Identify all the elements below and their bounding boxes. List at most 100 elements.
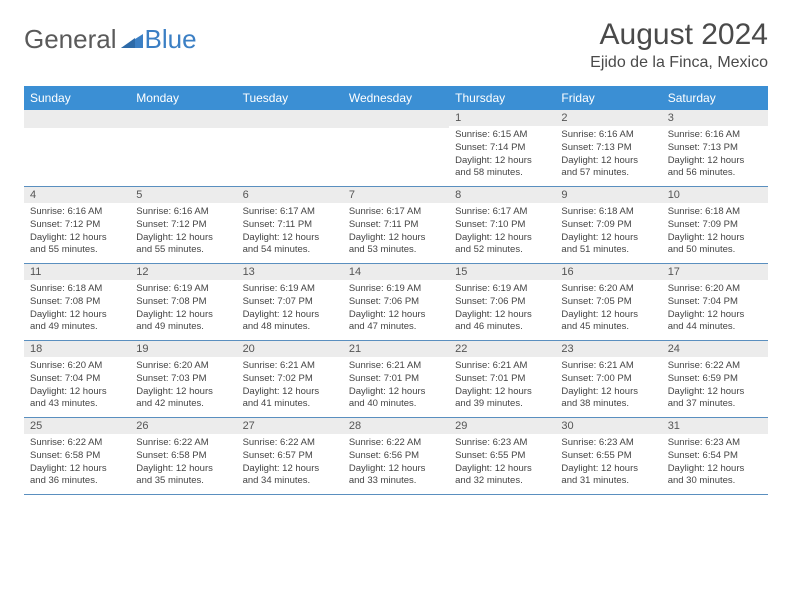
weekday-header: Friday [555,86,661,110]
sunset-text: Sunset: 7:14 PM [455,142,549,155]
day-number: 25 [24,418,130,434]
sunrise-text: Sunrise: 6:18 AM [668,206,762,219]
day-details: Sunrise: 6:17 AMSunset: 7:10 PMDaylight:… [449,203,555,262]
calendar-cell: 2Sunrise: 6:16 AMSunset: 7:13 PMDaylight… [555,110,661,186]
sunrise-text: Sunrise: 6:22 AM [30,437,124,450]
daylight-text: Daylight: 12 hours and 49 minutes. [136,309,230,335]
sunset-text: Sunset: 7:01 PM [349,373,443,386]
calendar-cell: 13Sunrise: 6:19 AMSunset: 7:07 PMDayligh… [237,264,343,340]
daylight-text: Daylight: 12 hours and 54 minutes. [243,232,337,258]
daylight-text: Daylight: 12 hours and 45 minutes. [561,309,655,335]
sunrise-text: Sunrise: 6:20 AM [561,283,655,296]
day-number: 5 [130,187,236,203]
day-details: Sunrise: 6:16 AMSunset: 7:12 PMDaylight:… [24,203,130,262]
sunrise-text: Sunrise: 6:19 AM [243,283,337,296]
sunset-text: Sunset: 7:08 PM [30,296,124,309]
day-number: 26 [130,418,236,434]
sunrise-text: Sunrise: 6:16 AM [30,206,124,219]
calendar-grid: SundayMondayTuesdayWednesdayThursdayFrid… [24,86,768,495]
calendar-cell: 16 Sunrise: 6:20 AMSunset: 7:05 PMDayligh… [555,264,661,340]
calendar-cell: 8Sunrise: 6:17 AMSunset: 7:10 PMDaylight… [449,187,555,263]
sunrise-text: Sunrise: 6:22 AM [243,437,337,450]
sunrise-text: Sunrise: 6:17 AM [349,206,443,219]
day-number: 23 [555,341,661,357]
day-details: Sunrise: 6:19 AMSunset: 7:08 PMDaylight:… [130,280,236,339]
calendar-cell: 14Sunrise: 6:19 AMSunset: 7:06 PMDayligh… [343,264,449,340]
day-details: Sunrise: 6:16 AMSunset: 7:12 PMDaylight:… [130,203,236,262]
daylight-text: Daylight: 12 hours and 56 minutes. [668,155,762,181]
calendar-cell [130,110,236,186]
sunset-text: Sunset: 7:04 PM [30,373,124,386]
day-details: Sunrise: 6:16 AMSunset: 7:13 PMDaylight:… [662,126,768,185]
logo-text-1: General [24,24,117,55]
day-details: Sunrise: 6:18 AMSunset: 7:08 PMDaylight:… [24,280,130,339]
calendar-cell: 31Sunrise: 6:23 AMSunset: 6:54 PMDayligh… [662,418,768,494]
sunrise-text: Sunrise: 6:17 AM [455,206,549,219]
daylight-text: Daylight: 12 hours and 50 minutes. [668,232,762,258]
logo: General Blue [24,18,197,55]
daylight-text: Daylight: 12 hours and 43 minutes. [30,386,124,412]
daylight-text: Daylight: 12 hours and 38 minutes. [561,386,655,412]
weekday-header: Wednesday [343,86,449,110]
calendar-cell: 9Sunrise: 6:18 AMSunset: 7:09 PMDaylight… [555,187,661,263]
day-number: 29 [449,418,555,434]
day-details: Sunrise: 6:21 AMSunset: 7:01 PMDaylight:… [449,357,555,416]
day-details: Sunrise: 6:18 AMSunset: 7:09 PMDaylight:… [555,203,661,262]
day-details: Sunrise: 6:17 AMSunset: 7:11 PMDaylight:… [343,203,449,262]
daylight-text: Daylight: 12 hours and 37 minutes. [668,386,762,412]
daylight-text: Daylight: 12 hours and 42 minutes. [136,386,230,412]
sunrise-text: Sunrise: 6:17 AM [243,206,337,219]
location-subtitle: Ejido de la Finca, Mexico [590,54,768,72]
sunrise-text: Sunrise: 6:22 AM [349,437,443,450]
sunrise-text: Sunrise: 6:16 AM [668,129,762,142]
sunrise-text: Sunrise: 6:20 AM [136,360,230,373]
day-details: Sunrise: 6:22 AMSunset: 6:56 PMDaylight:… [343,434,449,493]
logo-triangle-icon [121,30,143,53]
sunset-text: Sunset: 7:10 PM [455,219,549,232]
day-details: Sunrise: 6:18 AMSunset: 7:09 PMDaylight:… [662,203,768,262]
sunset-text: Sunset: 6:55 PM [455,450,549,463]
calendar-cell: 30Sunrise: 6:23 AMSunset: 6:55 PMDayligh… [555,418,661,494]
calendar-cell: 28Sunrise: 6:22 AMSunset: 6:56 PMDayligh… [343,418,449,494]
daylight-text: Daylight: 12 hours and 52 minutes. [455,232,549,258]
sunrise-text: Sunrise: 6:23 AM [561,437,655,450]
sunset-text: Sunset: 6:58 PM [136,450,230,463]
day-number: 14 [343,264,449,280]
calendar-cell: 11Sunrise: 6:18 AMSunset: 7:08 PMDayligh… [24,264,130,340]
calendar-cell: 3Sunrise: 6:16 AMSunset: 7:13 PMDaylight… [662,110,768,186]
sunset-text: Sunset: 7:07 PM [243,296,337,309]
weekday-header: Monday [130,86,236,110]
daylight-text: Daylight: 12 hours and 35 minutes. [136,463,230,489]
day-number: 16 [555,264,661,280]
weekday-header-row: SundayMondayTuesdayWednesdayThursdayFrid… [24,86,768,110]
daylight-text: Daylight: 12 hours and 55 minutes. [30,232,124,258]
sunrise-text: Sunrise: 6:23 AM [668,437,762,450]
sunrise-text: Sunrise: 6:15 AM [455,129,549,142]
day-details: Sunrise: 6:20 AMSunset: 7:03 PMDaylight:… [130,357,236,416]
calendar-cell: 25Sunrise: 6:22 AMSunset: 6:58 PMDayligh… [24,418,130,494]
weekday-header: Thursday [449,86,555,110]
sunset-text: Sunset: 7:00 PM [561,373,655,386]
sunrise-text: Sunrise: 6:18 AM [561,206,655,219]
calendar-cell: 10Sunrise: 6:18 AMSunset: 7:09 PMDayligh… [662,187,768,263]
title-block: August 2024 Ejido de la Finca, Mexico [590,18,768,72]
sunset-text: Sunset: 7:05 PM [561,296,655,309]
sunset-text: Sunset: 7:11 PM [243,219,337,232]
calendar-cell: 6Sunrise: 6:17 AMSunset: 7:11 PMDaylight… [237,187,343,263]
day-number: 11 [24,264,130,280]
day-number: 9 [555,187,661,203]
daylight-text: Daylight: 12 hours and 40 minutes. [349,386,443,412]
calendar-cell: 24Sunrise: 6:22 AMSunset: 6:59 PMDayligh… [662,341,768,417]
day-number: 3 [662,110,768,126]
daylight-text: Daylight: 12 hours and 31 minutes. [561,463,655,489]
sunset-text: Sunset: 7:13 PM [561,142,655,155]
daylight-text: Daylight: 12 hours and 33 minutes. [349,463,443,489]
daylight-text: Daylight: 12 hours and 47 minutes. [349,309,443,335]
page-header: General Blue August 2024 Ejido de la Fin… [24,18,768,72]
sunrise-text: Sunrise: 6:21 AM [561,360,655,373]
sunrise-text: Sunrise: 6:19 AM [349,283,443,296]
calendar-cell: 17Sunrise: 6:20 AMSunset: 7:04 PMDayligh… [662,264,768,340]
calendar-cell: 20Sunrise: 6:21 AMSunset: 7:02 PMDayligh… [237,341,343,417]
daylight-text: Daylight: 12 hours and 57 minutes. [561,155,655,181]
day-details: Sunrise: 6:21 AMSunset: 7:02 PMDaylight:… [237,357,343,416]
